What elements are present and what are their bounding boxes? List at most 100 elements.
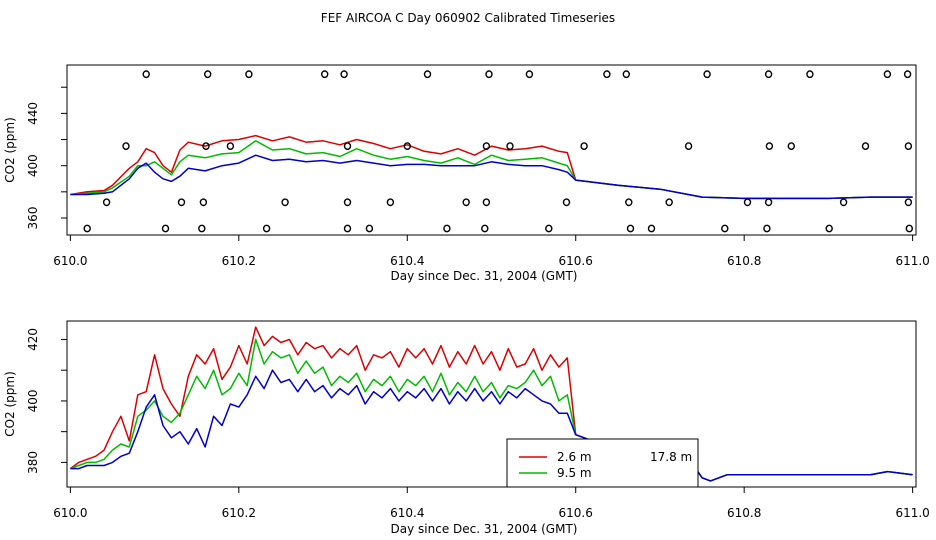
top-point xyxy=(839,198,848,207)
top-point xyxy=(481,224,489,233)
top-y-tick-label: 400 xyxy=(26,154,40,177)
top-point xyxy=(403,142,411,151)
top-point xyxy=(764,198,773,207)
top-x-tick-label: 610.4 xyxy=(390,254,424,268)
top-point xyxy=(462,198,470,207)
top-point xyxy=(245,70,253,79)
legend-label-17-8m: 17.8 m xyxy=(650,450,692,464)
top-point xyxy=(321,70,329,79)
bottom-x-tick-label: 610.0 xyxy=(53,506,87,520)
top-point xyxy=(482,198,491,207)
top-series-lines xyxy=(70,134,913,200)
top-point xyxy=(198,224,206,233)
top-point xyxy=(764,70,773,79)
bottom-x-tick-label: 610.2 xyxy=(222,506,256,520)
bottom-x-tick-label: 610.6 xyxy=(559,506,593,520)
bottom-y-axis: 380 400 420 xyxy=(26,328,67,474)
top-series-line-2-6-m xyxy=(70,134,913,200)
top-point xyxy=(861,142,870,151)
bottom-series-lines xyxy=(69,326,913,482)
top-point xyxy=(343,224,352,233)
top-point xyxy=(647,224,656,233)
top-point xyxy=(525,70,534,79)
bottom-series-line-9-5-m xyxy=(70,338,913,482)
top-point xyxy=(340,70,348,79)
top-x-axis: 610.0 610.2 610.4 610.6 610.8 611.0 xyxy=(53,235,930,268)
top-point xyxy=(806,70,814,79)
top-point xyxy=(622,70,630,79)
top-plot-frame xyxy=(66,64,917,236)
legend-label-2-6m: 2.6 m xyxy=(557,450,592,464)
top-y-tick-label: 440 xyxy=(26,102,40,125)
top-point xyxy=(177,198,186,207)
top-point xyxy=(386,198,395,207)
bottom-y-tick-label: 400 xyxy=(26,389,40,412)
top-x-tick-label: 610.0 xyxy=(53,254,87,268)
top-point xyxy=(625,198,633,207)
top-point xyxy=(765,142,774,151)
top-panel: 610.0 610.2 610.4 610.6 610.8 611.0 360 400 440… xyxy=(3,64,930,283)
top-point xyxy=(482,142,491,151)
bottom-panel: 610.0 610.2 610.4 610.6 610.8 611.0 380 400 420… xyxy=(3,320,930,536)
top-point xyxy=(721,224,729,233)
legend-label-9-5m: 9.5 m xyxy=(557,466,592,480)
top-point xyxy=(545,224,553,233)
top-x-label: Day since Dec. 31, 2004 (GMT) xyxy=(391,269,578,283)
top-point xyxy=(787,142,795,151)
top-point xyxy=(905,224,913,233)
top-y-tick-label: 360 xyxy=(26,207,40,230)
top-point xyxy=(102,198,111,207)
top-point xyxy=(580,142,588,151)
top-point xyxy=(226,142,235,151)
top-point xyxy=(142,70,150,79)
bottom-series-line-17-8-m xyxy=(70,369,913,482)
top-point xyxy=(443,224,451,233)
bottom-x-axis: 610.0 610.2 610.4 610.6 610.8 611.0 xyxy=(53,487,930,520)
legend: 2.6 m 9.5 m 17.8 m xyxy=(506,438,699,488)
top-point xyxy=(203,70,212,79)
top-point xyxy=(665,198,673,207)
top-point xyxy=(562,198,571,207)
top-point xyxy=(199,198,208,207)
bottom-x-tick-label: 610.8 xyxy=(727,506,761,520)
top-point xyxy=(703,70,711,79)
bottom-series-line-2-6-m xyxy=(69,326,913,482)
top-point xyxy=(684,142,693,151)
top-point xyxy=(122,142,130,151)
top-point xyxy=(423,70,432,79)
top-point xyxy=(343,142,352,151)
top-point xyxy=(603,70,611,79)
bottom-x-label: Day since Dec. 31, 2004 (GMT) xyxy=(391,522,578,536)
top-point xyxy=(343,198,352,207)
legend-box xyxy=(506,438,699,488)
top-point xyxy=(281,198,289,207)
top-points xyxy=(83,70,913,233)
top-point xyxy=(883,70,892,79)
bottom-y-tick-label: 380 xyxy=(26,451,40,474)
top-point xyxy=(903,70,912,79)
top-x-tick-label: 610.6 xyxy=(559,254,593,268)
top-x-tick-label: 610.8 xyxy=(727,254,761,268)
top-point xyxy=(161,224,170,233)
bottom-x-tick-label: 610.4 xyxy=(390,506,424,520)
top-y-axis: 360 400 440 xyxy=(26,86,67,230)
top-x-tick-label: 610.2 xyxy=(222,254,256,268)
top-y-label: CO2 (ppm) xyxy=(3,117,17,183)
bottom-y-label: CO2 (ppm) xyxy=(3,371,17,437)
figure-title: FEF AIRCOA C Day 060902 Calibrated Times… xyxy=(321,11,615,25)
top-point xyxy=(262,224,271,233)
top-point xyxy=(365,224,374,233)
top-point xyxy=(506,142,514,151)
bottom-y-tick-label: 420 xyxy=(26,328,40,351)
top-point xyxy=(904,198,913,207)
top-x-tick-label: 611.0 xyxy=(895,254,929,268)
top-series-line-17-8-m xyxy=(70,154,913,200)
top-point xyxy=(202,142,210,151)
bottom-plot-frame xyxy=(66,320,917,488)
top-point xyxy=(626,224,635,233)
top-point xyxy=(743,198,752,207)
top-point xyxy=(763,224,771,233)
top-point xyxy=(83,224,91,233)
top-point xyxy=(825,224,833,233)
